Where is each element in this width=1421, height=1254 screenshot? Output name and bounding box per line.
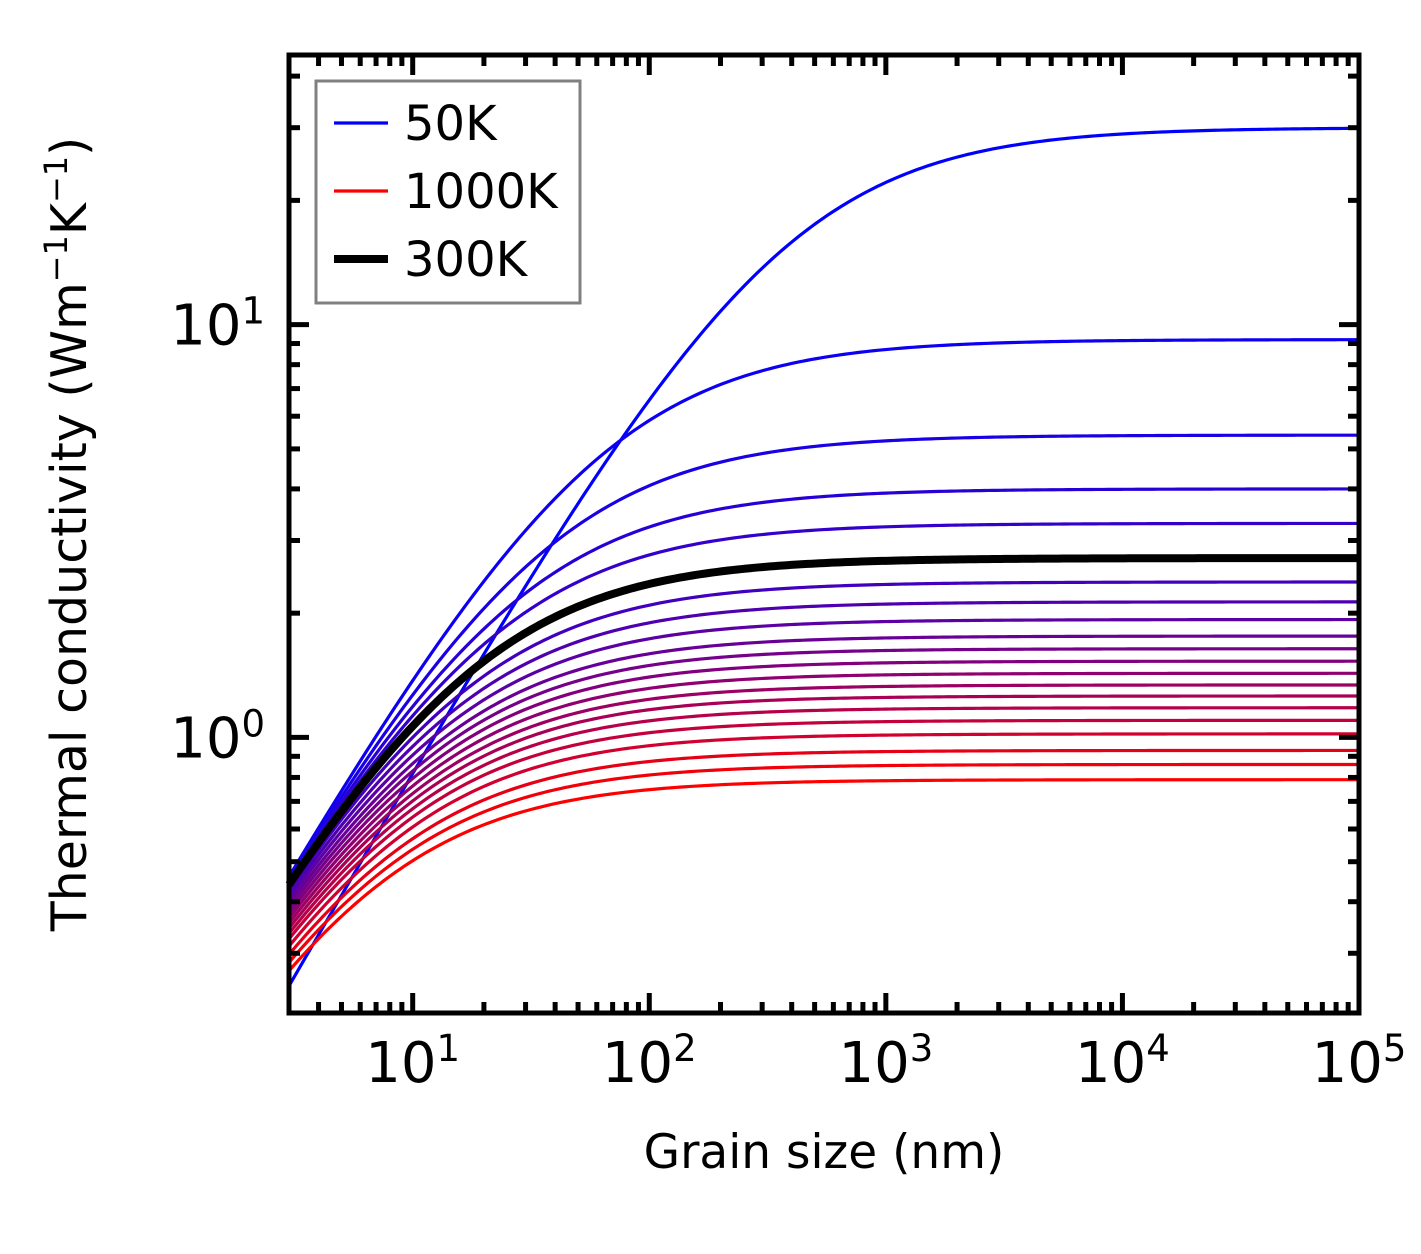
x-tick-label-1-text: 101: [365, 1027, 460, 1097]
curve-950k: [287, 748, 1359, 956]
curve-600k: [287, 659, 1359, 915]
x-tick-label-2: 102: [602, 1027, 697, 1097]
x-tick-label-3-text: 103: [838, 1027, 933, 1097]
curve-550k: [287, 647, 1359, 910]
y-axis-title: Thermal conductivity (Wm−1K−1): [37, 137, 98, 933]
curve-975k: [287, 762, 1359, 964]
curve-400k: [287, 600, 1360, 897]
curve-450k: [287, 617, 1359, 901]
curve-500k: [287, 634, 1359, 905]
axis-ticks: [286, 55, 1362, 1013]
curve-highlight-300k: [285, 554, 1359, 887]
y-tick-label-0: 100: [170, 702, 265, 772]
y-tick-labels: 101 100: [170, 289, 265, 771]
curve-50k: [287, 126, 1360, 987]
curve-200k: [287, 487, 1359, 882]
x-tick-label-4: 104: [1075, 1027, 1170, 1097]
curve-250k: [287, 521, 1359, 884]
curve-900k: [287, 732, 1359, 948]
curve-100k: [287, 338, 1360, 878]
curve-650k: [287, 671, 1359, 920]
x-tick-labels: 101 102 103 104 105: [365, 1027, 1406, 1097]
data-curves: [285, 126, 1360, 987]
plot-frame: [286, 52, 1362, 1016]
axes-frame: [286, 52, 1362, 1016]
legend[interactable]: 50K 1000K 300K: [314, 79, 582, 305]
x-tick-label-4-text: 104: [1075, 1027, 1170, 1097]
legend-label-1000k: 1000K: [404, 164, 559, 220]
y-tick-label-0-text: 100: [170, 702, 265, 772]
x-tick-label-5: 105: [1312, 1027, 1407, 1097]
y-tick-label-1-text: 101: [170, 289, 265, 359]
x-axis-title: Grain size (nm): [644, 1125, 1005, 1180]
curve-150k: [287, 433, 1359, 880]
legend-label-50k: 50K: [404, 96, 498, 152]
curve-800k: [287, 706, 1359, 935]
curve-1000k: [287, 778, 1359, 972]
x-tick-label-1: 101: [365, 1027, 460, 1097]
curve-850k: [287, 718, 1359, 940]
x-tick-label-3: 103: [838, 1027, 933, 1097]
legend-label-300k: 300K: [404, 232, 529, 288]
x-tick-label-5-text: 105: [1312, 1027, 1407, 1097]
curve-700k: [287, 683, 1359, 925]
curve-350k: [287, 580, 1359, 892]
y-tick-label-1: 101: [170, 289, 265, 359]
curve-750k: [287, 694, 1359, 930]
y-axis-title-text: Thermal conductivity (Wm−1K−1): [37, 137, 98, 933]
x-tick-label-2-text: 102: [602, 1027, 697, 1097]
